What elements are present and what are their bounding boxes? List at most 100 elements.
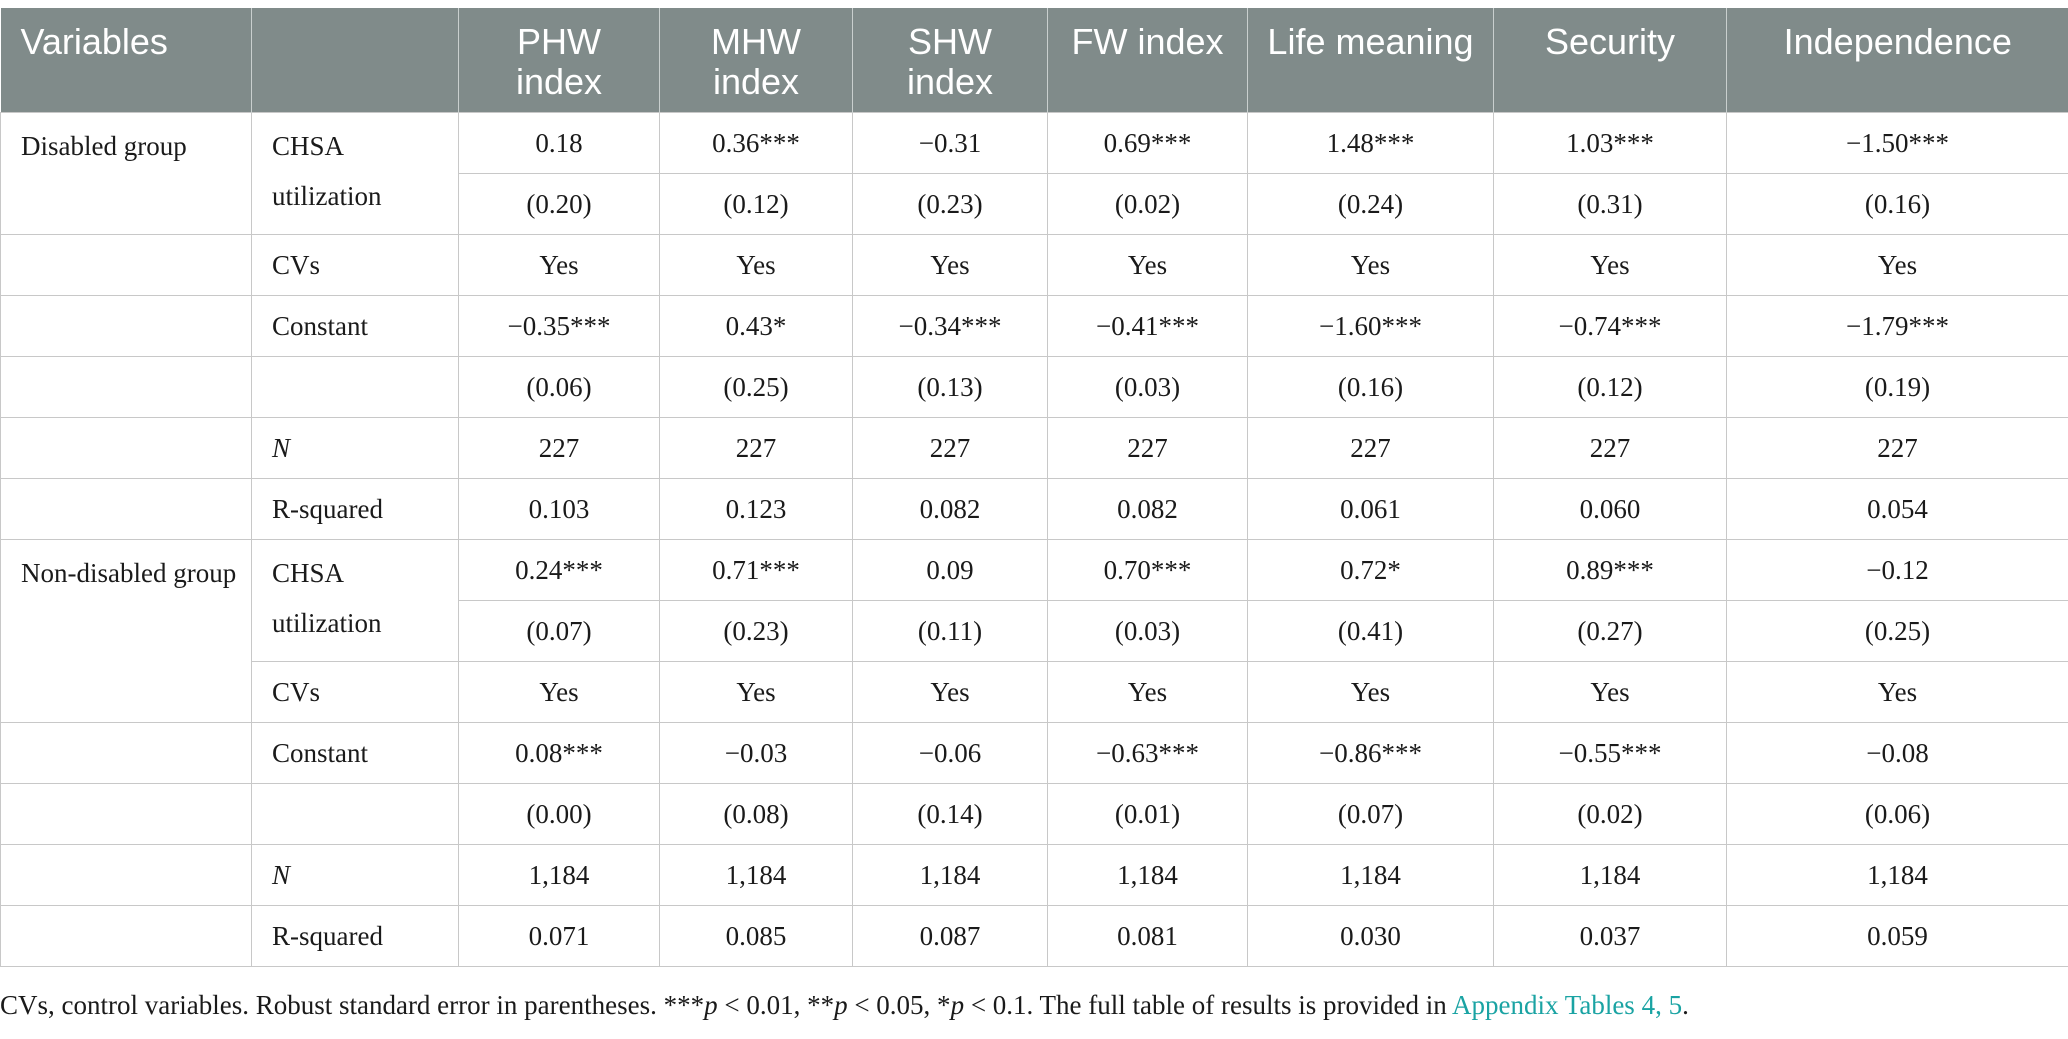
table-cell: 227 [458,417,660,479]
empty-cell [0,295,252,357]
table-cell: (0.16) [1247,356,1494,418]
table-cell: 227 [1493,417,1727,479]
table-cell: 227 [1726,417,2068,479]
row-label [251,356,459,418]
table-row: Constant 0.08*** −0.03 −0.06 −0.63*** −0.86**… [0,722,2068,784]
table-cell: −0.08 [1726,722,2068,784]
table-cell: 0.082 [1047,478,1248,540]
table-cell: 0.24*** [458,539,660,601]
table-cell: 0.70*** [1047,539,1248,601]
table-cell: (0.00) [458,783,660,845]
appendix-link[interactable]: Appendix Tables 4, 5 [1451,990,1683,1020]
table-cell: Yes [1493,661,1727,723]
table-cell: −1.60*** [1247,295,1494,357]
empty-cell [0,783,252,845]
table-cell: 0.085 [659,905,853,967]
table-cell: −0.12 [1726,539,2068,601]
table-cell: (0.03) [1047,600,1248,662]
table-cell: (0.19) [1726,356,2068,418]
row-label: N [251,844,459,906]
row-label: R-squared [251,905,459,967]
results-table-container: Variables PHW index MHW index SHW index … [0,8,2068,967]
table-row: Disabled group CHSA utilization 0.18 0.36**… [0,112,2068,235]
footnote-text: < 0.01, ** [717,990,835,1020]
table-cell: −0.74*** [1493,295,1727,357]
table-cell: −1.50*** [1726,112,2068,174]
header-cell: Variables [0,8,252,113]
table-cell: (0.06) [1726,783,2068,845]
table-cell: 0.059 [1726,905,2068,967]
table-cell: Yes [1726,234,2068,296]
header-cell: Independence [1726,8,2068,113]
table-cell: 1.03*** [1493,112,1727,174]
table-cell: 1,184 [458,844,660,906]
table-cell: 0.09 [852,539,1048,601]
table-cell: (0.11) [852,600,1048,662]
header-cell: SHW index [852,8,1048,113]
table-cell: (0.12) [659,173,853,235]
table-cell: 0.081 [1047,905,1248,967]
table-cell: 1,184 [1493,844,1727,906]
table-cell: Yes [458,661,660,723]
table-cell: −0.34*** [852,295,1048,357]
footnote-p: p [834,990,848,1020]
header-cell: PHW index [458,8,660,113]
footnote-text: . [1682,990,1689,1020]
table-cell: Yes [458,234,660,296]
empty-cell [0,356,252,418]
footnote-text: < 0.1. The full table of results is prov… [964,990,1452,1020]
table-cell: (0.20) [458,173,660,235]
header-cell: FW index [1047,8,1248,113]
table-cell: −0.63*** [1047,722,1248,784]
table-cell: −0.06 [852,722,1048,784]
table-cell: 0.082 [852,478,1048,540]
table-cell: (0.12) [1493,356,1727,418]
table-cell: (0.07) [458,600,660,662]
row-label: CHSA utilization [251,112,459,235]
table-cell: (0.01) [1047,783,1248,845]
footnote-text: < 0.05, * [847,990,951,1020]
table-footnote: CVs, control variables. Robust standard … [0,990,1689,1021]
table-cell: (0.16) [1726,173,2068,235]
table-cell: Yes [659,234,853,296]
header-cell: MHW index [659,8,853,113]
table-cell: 0.08*** [458,722,660,784]
table-cell: −1.79*** [1726,295,2068,357]
table-cell: 0.18 [458,112,660,174]
table-cell: 0.103 [458,478,660,540]
table-cell: 0.72* [1247,539,1494,601]
table-cell: 0.36*** [659,112,853,174]
row-label [251,783,459,845]
header-row: Variables PHW index MHW index SHW index … [0,8,2068,113]
table-cell: (0.14) [852,783,1048,845]
table-cell: (0.25) [659,356,853,418]
table-cell: Yes [1247,234,1494,296]
empty-cell [0,722,252,784]
table-cell: (0.02) [1493,783,1727,845]
table-cell: 1,184 [1247,844,1494,906]
table-cell: 0.087 [852,905,1048,967]
table-row: R-squared 0.071 0.085 0.087 0.081 0.030 0.037 0… [0,905,2068,967]
table-cell: 1,184 [1047,844,1248,906]
table-cell: (0.27) [1493,600,1727,662]
table-cell: (0.13) [852,356,1048,418]
table-cell: 227 [852,417,1048,479]
table-cell: (0.25) [1726,600,2068,662]
table-cell: Yes [659,661,853,723]
empty-cell [0,417,252,479]
row-label: Constant [251,722,459,784]
results-table: Variables PHW index MHW index SHW index … [0,8,2068,967]
footnote-p: p [704,990,718,1020]
table-cell: 0.123 [659,478,853,540]
table-cell: 0.054 [1726,478,2068,540]
table-row: Constant −0.35*** 0.43* −0.34*** −0.41*** −1.… [0,295,2068,357]
row-label: CHSA utilization [251,539,459,662]
empty-cell [0,234,252,296]
table-row: R-squared 0.103 0.123 0.082 0.082 0.061 0.060 0… [0,478,2068,540]
table-cell: (0.23) [659,600,853,662]
row-label: Constant [251,295,459,357]
table-cell: 1,184 [1726,844,2068,906]
row-label: CVs [251,234,459,296]
row-label: CVs [251,661,459,723]
row-label: R-squared [251,478,459,540]
